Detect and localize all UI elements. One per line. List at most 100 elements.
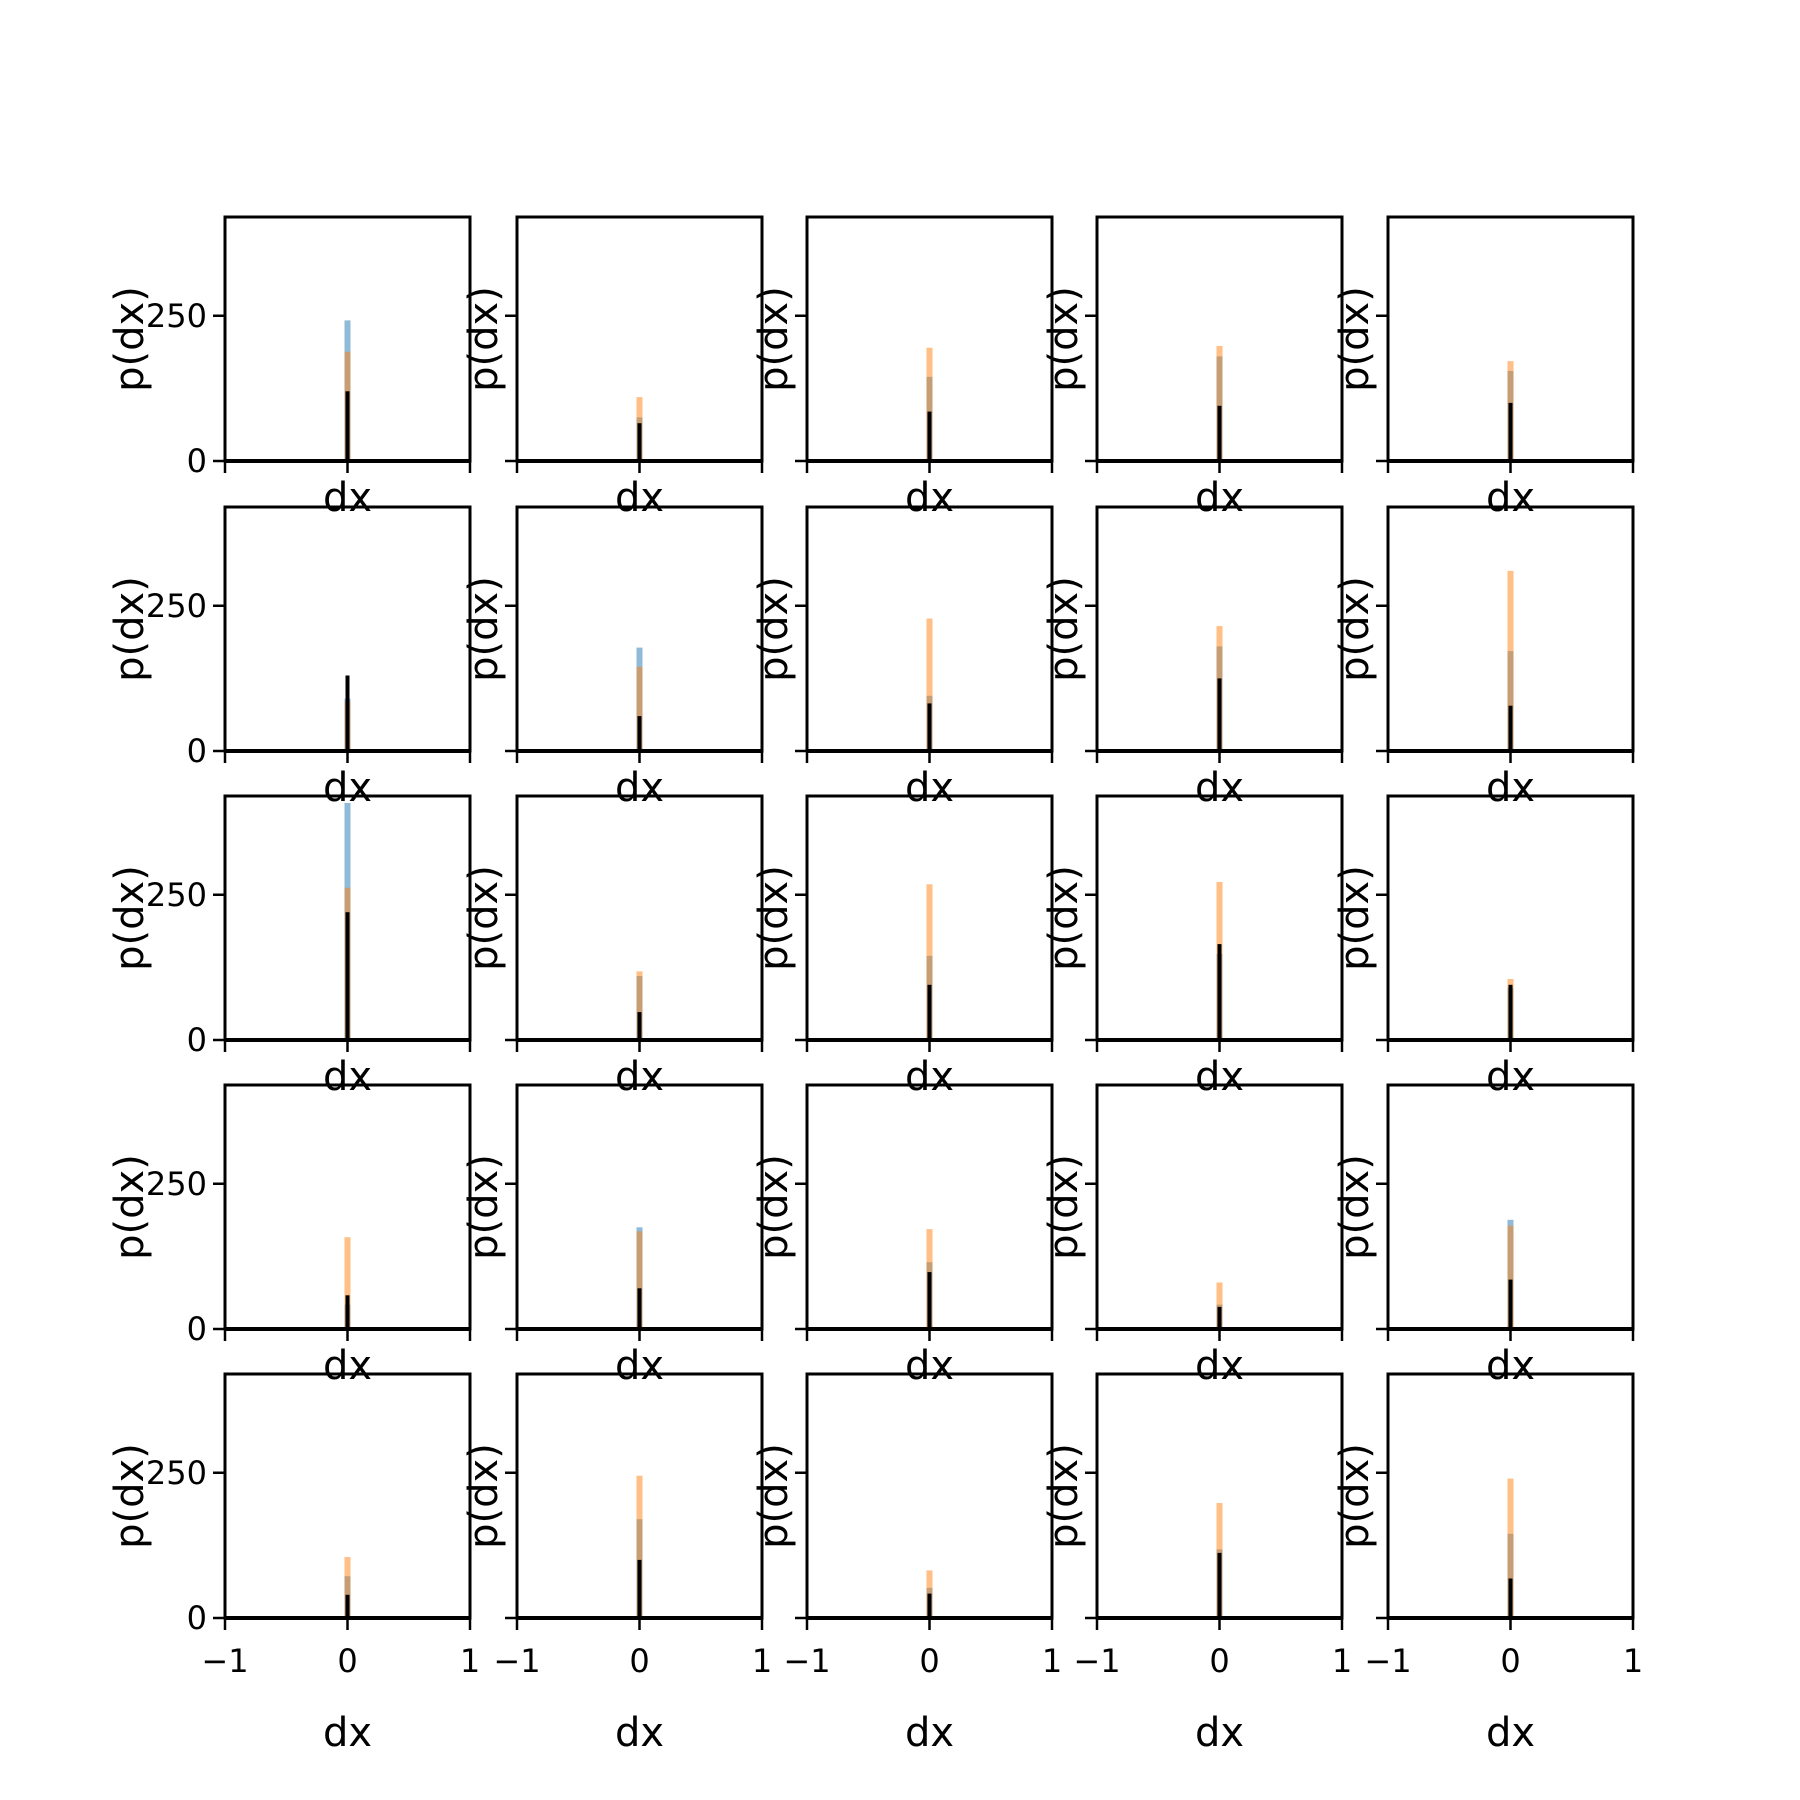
xtick-label: 0 — [1500, 1642, 1520, 1680]
x-axis-label: dx — [323, 1710, 372, 1756]
y-axis-label: p(dx) — [1332, 1443, 1378, 1549]
x-axis-label: dx — [1486, 765, 1535, 811]
xtick-label: −1 — [1073, 1642, 1120, 1680]
bar-black-r4-c2 — [637, 1288, 642, 1329]
y-axis-label: p(dx) — [1332, 1154, 1378, 1260]
y-axis-label: p(dx) — [107, 286, 153, 392]
xtick-label: −1 — [493, 1642, 540, 1680]
x-axis-label: dx — [1486, 1710, 1535, 1756]
x-axis-label: dx — [615, 765, 664, 811]
y-axis-label: p(dx) — [461, 576, 507, 682]
x-axis-label: dx — [1486, 1054, 1535, 1100]
bar-orange-r3-c2 — [636, 971, 643, 1040]
bar-orange-r5-c5 — [1507, 1478, 1514, 1618]
x-axis-label: dx — [905, 1710, 954, 1756]
bar-black-r4-c5 — [1508, 1279, 1513, 1329]
x-axis-label: dx — [615, 1343, 664, 1389]
bar-black-r1-c5 — [1508, 402, 1513, 461]
xtick-label: −1 — [1364, 1642, 1411, 1680]
bar-orange-r2-c2 — [636, 666, 643, 751]
bar-black-r5-c3 — [927, 1593, 932, 1618]
subplot-r5-c3: −1 0 1 p(dx) dx — [751, 1372, 1062, 1756]
y-axis-label: p(dx) — [461, 865, 507, 971]
xtick-label: −1 — [201, 1642, 248, 1680]
x-axis-label: dx — [323, 1343, 372, 1389]
bar-black-r2-c4 — [1217, 678, 1222, 751]
xtick-label: 0 — [337, 1642, 357, 1680]
ytick-label: 0 — [187, 1310, 207, 1348]
x-axis-label: dx — [323, 475, 372, 521]
bar-orange-r2-c5 — [1507, 570, 1514, 751]
xtick-label: 1 — [460, 1642, 480, 1680]
subplot-r4-c2: p(dx) dx — [461, 1083, 764, 1389]
bar-black-r3-c2 — [637, 1012, 642, 1040]
bar-black-r3-c5 — [1508, 984, 1513, 1040]
subplot-r5-c4: −1 0 1 p(dx) dx — [1041, 1372, 1352, 1756]
bar-orange-r5-c1 — [344, 1557, 351, 1618]
bar-black-r2-c5 — [1508, 705, 1513, 751]
subplot-r3-c3: p(dx) dx — [751, 794, 1054, 1100]
bar-black-r5-c4 — [1217, 1552, 1222, 1618]
bar-black-r5-c2 — [637, 1559, 642, 1618]
y-axis-label: p(dx) — [1332, 865, 1378, 971]
ytick-label: 0 — [187, 442, 207, 480]
bar-orange-r2-c3 — [926, 618, 933, 751]
y-axis-label: p(dx) — [107, 576, 153, 682]
bar-black-r2-c1 — [345, 675, 350, 751]
bar-black-r3-c1 — [345, 912, 350, 1040]
y-axis-label: p(dx) — [751, 576, 797, 682]
bar-black-r1-c2 — [637, 423, 642, 461]
subplot-r5-c1: 0 250 −1 0 1 p(dx) dx — [107, 1372, 480, 1756]
y-axis-label: p(dx) — [751, 286, 797, 392]
subplot-r5-c5: −1 0 1 p(dx) dx — [1332, 1372, 1643, 1756]
y-axis-label: p(dx) — [1332, 286, 1378, 392]
ytick-label: 0 — [187, 1599, 207, 1637]
bar-black-r1-c3 — [927, 411, 932, 461]
xtick-label: 1 — [752, 1642, 772, 1680]
subplot-r2-c5: p(dx) dx — [1332, 505, 1635, 811]
x-axis-label: dx — [1195, 1710, 1244, 1756]
subplot-r3-c4: p(dx) dx — [1041, 794, 1344, 1100]
bar-black-r5-c5 — [1508, 1578, 1513, 1618]
y-axis-label: p(dx) — [1332, 576, 1378, 682]
ytick-label: 250 — [146, 587, 207, 625]
y-axis-label: p(dx) — [461, 1154, 507, 1260]
ytick-label: 0 — [187, 1021, 207, 1059]
y-axis-label: p(dx) — [107, 1443, 153, 1549]
xtick-label: 1 — [1332, 1642, 1352, 1680]
y-axis-label: p(dx) — [461, 1443, 507, 1549]
x-axis-label: dx — [1486, 475, 1535, 521]
subplot-r1-c3: p(dx) dx — [751, 215, 1054, 521]
y-axis-label: p(dx) — [751, 1154, 797, 1260]
bar-black-r2-c3 — [927, 703, 932, 751]
y-axis-label: p(dx) — [1041, 1443, 1087, 1549]
y-axis-label: p(dx) — [1041, 286, 1087, 392]
bar-orange-r4-c2 — [636, 1231, 643, 1329]
bar-orange-r1-c4 — [1216, 346, 1223, 461]
x-axis-label: dx — [1195, 475, 1244, 521]
bar-orange-r4-c1 — [344, 1237, 351, 1329]
bar-orange-r3-c3 — [926, 884, 933, 1040]
xtick-label: −1 — [783, 1642, 830, 1680]
subplot-r2-c3: p(dx) dx — [751, 505, 1054, 811]
ytick-label: 250 — [146, 1165, 207, 1203]
subplot-r4-c5: p(dx) dx — [1332, 1083, 1635, 1389]
subplot-r5-c2: −1 0 1 p(dx) dx — [461, 1372, 772, 1756]
subplot-r1-c2: p(dx) dx — [461, 215, 764, 521]
y-axis-label: p(dx) — [461, 286, 507, 392]
xtick-label: 1 — [1042, 1642, 1062, 1680]
subplot-r3-c2: p(dx) dx — [461, 794, 764, 1100]
bar-black-r3-c4 — [1217, 944, 1222, 1040]
bar-black-r1-c4 — [1217, 405, 1222, 461]
subplot-r2-c2: p(dx) dx — [461, 505, 764, 811]
ytick-label: 250 — [146, 297, 207, 335]
y-axis-label: p(dx) — [107, 1154, 153, 1260]
ytick-label: 0 — [187, 732, 207, 770]
x-axis-label: dx — [615, 475, 664, 521]
x-axis-label: dx — [323, 1054, 372, 1100]
y-axis-label: p(dx) — [107, 865, 153, 971]
x-axis-label: dx — [905, 475, 954, 521]
